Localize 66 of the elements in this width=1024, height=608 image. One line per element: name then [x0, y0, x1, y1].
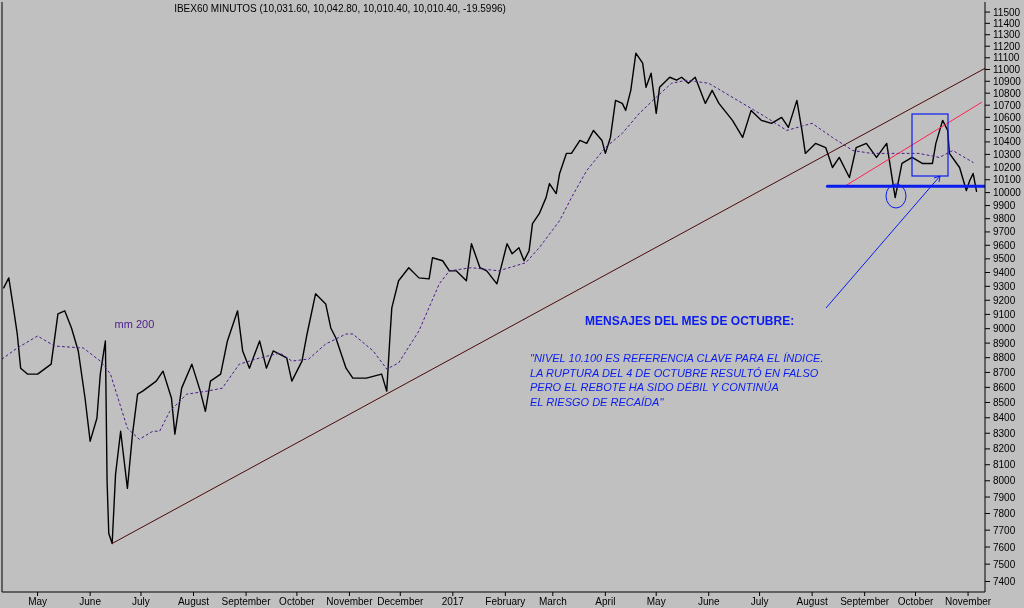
y-tick-label: 8200 — [993, 443, 1016, 455]
y-tick-label: 11300 — [993, 29, 1021, 41]
x-tick-label: August — [796, 596, 828, 607]
x-tick-label: June — [79, 596, 102, 607]
x-tick-label: 2017 — [441, 596, 465, 607]
y-tick-label: 8700 — [993, 366, 1016, 378]
y-tick-label: 8000 — [993, 475, 1016, 487]
x-tick-label: August — [177, 596, 210, 607]
y-tick-label: 8100 — [993, 459, 1016, 471]
x-tick-label: March — [538, 596, 567, 607]
chart-title: IBEX60 MINUTOS (10,031.60, 10,042.80, 10,010.40, 10,010.40, -19.5996) — [174, 3, 506, 14]
y-tick-label: 9100 — [993, 308, 1016, 320]
y-tick-label: 9900 — [993, 200, 1016, 212]
x-tick-label: November — [944, 596, 992, 607]
y-tick-label: 10700 — [993, 99, 1022, 111]
y-tick-label: 9700 — [993, 226, 1016, 238]
x-tick-label: September — [221, 596, 272, 607]
y-tick-label: 9500 — [993, 253, 1016, 265]
annotation: MENSAJES DEL MES DE OCTUBRE: — [585, 314, 795, 328]
y-tick-label: 11100 — [993, 52, 1020, 64]
y-tick-label: 10800 — [993, 87, 1022, 99]
text: mm 200 — [114, 318, 155, 330]
x-tick-label: July — [132, 596, 150, 607]
x-tick-label: September — [840, 596, 890, 607]
y-tick-label: 10100 — [993, 174, 1022, 186]
y-tick-label: 8900 — [993, 337, 1016, 349]
x-tick-label: May — [28, 596, 48, 607]
y-tick-label: 9600 — [993, 239, 1016, 251]
y-tick-label: 7800 — [993, 507, 1016, 519]
y-tick-label: 7600 — [993, 541, 1016, 553]
annotation: "NIVEL 10.100 ES REFERENCIA CLAVE PARA EL ÍNDICE. LA RUPTURA DEL 4 DE OCTUBRE RESULTÓ EN FALSO PERO EL REBOTE HA SIDO DÉBIL Y CONTINÚA EL RIESGO DE RECAÍDA" — [530, 352, 824, 408]
y-tick-label: 11500 — [993, 6, 1021, 18]
line-series — [2, 79, 974, 440]
y-tick-label: 11000 — [993, 63, 1021, 75]
y-tick-label: 7700 — [993, 524, 1016, 536]
y-tick-label: 10300 — [993, 148, 1022, 160]
y-tick-label: 8800 — [993, 352, 1016, 364]
y-tick-label: 11200 — [993, 40, 1021, 52]
y-tick-label: 10200 — [993, 161, 1022, 173]
x-tick-label: October — [897, 596, 934, 607]
y-tick-label: 10500 — [993, 124, 1022, 136]
x-tick-label: April — [595, 596, 616, 607]
x-tick-label: June — [697, 596, 721, 607]
x-tick-label: May — [646, 596, 666, 607]
y-tick-label: 9000 — [993, 323, 1016, 335]
y-tick-label: 7400 — [993, 575, 1016, 587]
y-tick-label: 7500 — [993, 558, 1016, 570]
y-tick-label: 10400 — [993, 136, 1022, 148]
y-tick-label: 10900 — [993, 75, 1022, 87]
y-tick-label: 8600 — [993, 381, 1016, 393]
x-tick-label: December — [377, 596, 425, 607]
y-tick-label: 9200 — [993, 294, 1016, 306]
y-tick-label: 10000 — [993, 187, 1022, 199]
y-tick-label: 10600 — [993, 111, 1022, 123]
y-tick-label: 11400 — [993, 17, 1021, 29]
x-tick-label: February — [485, 596, 526, 607]
y-tick-label: 8500 — [993, 396, 1016, 408]
y-tick-label: 8300 — [993, 427, 1016, 439]
x-tick-label: October — [279, 596, 316, 607]
y-tick-label: 9300 — [993, 280, 1016, 292]
x-tick-label: July — [750, 596, 769, 607]
y-tick-label: 9400 — [993, 267, 1016, 278]
x-tick-label: November — [326, 596, 374, 607]
y-tick-label: 8400 — [993, 412, 1016, 424]
y-tick-label: 7900 — [993, 491, 1016, 503]
y-tick-label: 9800 — [993, 213, 1016, 225]
